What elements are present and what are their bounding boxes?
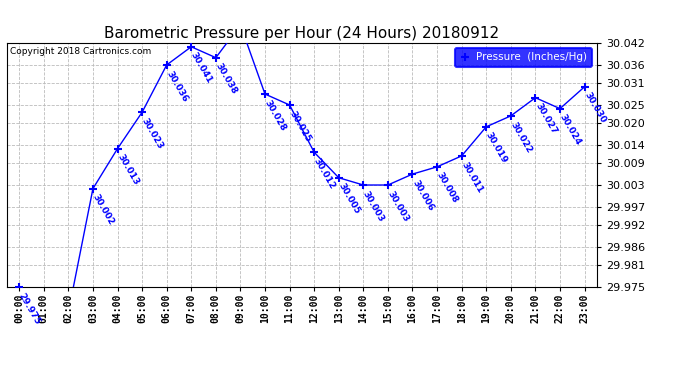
Text: 29.968: 29.968 [0,374,1,375]
Legend: Pressure  (Inches/Hg): Pressure (Inches/Hg) [455,48,591,67]
Text: 30.011: 30.011 [460,160,484,194]
Text: 30.005: 30.005 [337,182,362,216]
Text: 30.047: 30.047 [0,374,1,375]
Text: 30.022: 30.022 [509,120,533,154]
Text: 30.024: 30.024 [558,113,583,147]
Title: Barometric Pressure per Hour (24 Hours) 20180912: Barometric Pressure per Hour (24 Hours) … [104,26,500,40]
Text: 29.963: 29.963 [0,374,1,375]
Text: 30.003: 30.003 [361,189,386,224]
Text: 30.008: 30.008 [435,171,460,205]
Text: 30.002: 30.002 [90,193,116,227]
Text: 30.027: 30.027 [533,102,558,136]
Text: 30.025: 30.025 [287,109,313,143]
Text: 30.012: 30.012 [312,156,337,191]
Text: 30.006: 30.006 [411,178,435,212]
Text: 30.013: 30.013 [115,153,140,187]
Text: 29.975: 29.975 [17,291,42,326]
Text: 30.030: 30.030 [582,91,607,125]
Text: 30.003: 30.003 [386,189,411,224]
Text: 30.023: 30.023 [140,116,165,151]
Text: Copyright 2018 Cartronics.com: Copyright 2018 Cartronics.com [10,47,152,56]
Text: 30.036: 30.036 [164,69,190,104]
Text: 30.028: 30.028 [263,98,288,132]
Text: 30.041: 30.041 [189,51,214,85]
Text: 30.038: 30.038 [214,62,239,96]
Text: 30.019: 30.019 [484,131,509,165]
